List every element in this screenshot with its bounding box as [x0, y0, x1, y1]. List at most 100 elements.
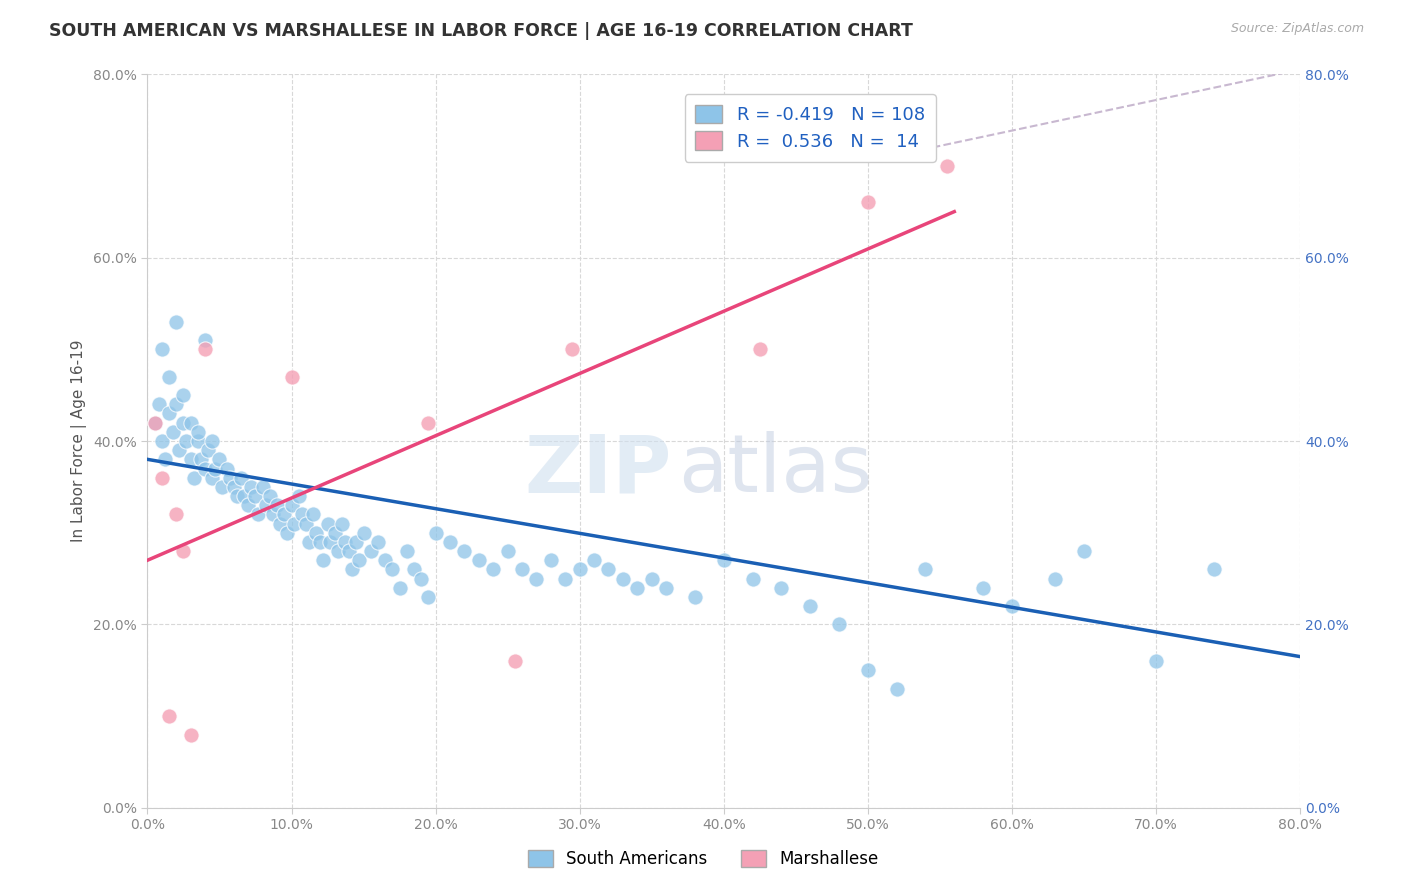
- Point: [165, 508, 187, 522]
- Point: [183, 471, 205, 485]
- Point: [165, 397, 187, 411]
- Point: [439, 535, 461, 549]
- Point: [201, 434, 224, 448]
- Point: [266, 498, 288, 512]
- Point: [143, 416, 166, 430]
- Point: [190, 452, 212, 467]
- Point: [1001, 599, 1024, 614]
- Point: [496, 544, 519, 558]
- Point: [799, 599, 821, 614]
- Point: [540, 553, 562, 567]
- Point: [612, 572, 634, 586]
- Point: [526, 572, 548, 586]
- Point: [326, 544, 349, 558]
- Point: [218, 471, 240, 485]
- Point: [748, 343, 770, 357]
- Point: [330, 516, 353, 531]
- Point: [153, 452, 176, 467]
- Point: [453, 544, 475, 558]
- Point: [280, 369, 302, 384]
- Point: [233, 489, 256, 503]
- Point: [215, 461, 238, 475]
- Point: [641, 572, 664, 586]
- Point: [1144, 654, 1167, 668]
- Point: [176, 434, 198, 448]
- Point: [374, 553, 396, 567]
- Point: [1043, 572, 1066, 586]
- Point: [312, 553, 335, 567]
- Point: [360, 544, 382, 558]
- Point: [201, 471, 224, 485]
- Point: [828, 617, 851, 632]
- Point: [914, 562, 936, 576]
- Point: [245, 489, 267, 503]
- Point: [208, 452, 231, 467]
- Point: [222, 480, 245, 494]
- Point: [367, 535, 389, 549]
- Point: [148, 397, 170, 411]
- Point: [259, 489, 281, 503]
- Point: [180, 416, 202, 430]
- Point: [143, 416, 166, 430]
- Point: [238, 498, 260, 512]
- Text: Source: ZipAtlas.com: Source: ZipAtlas.com: [1230, 22, 1364, 36]
- Point: [273, 508, 295, 522]
- Point: [180, 728, 202, 742]
- Point: [167, 443, 190, 458]
- Point: [262, 508, 284, 522]
- Legend: R = -0.419   N = 108, R =  0.536   N =  14: R = -0.419 N = 108, R = 0.536 N = 14: [685, 94, 936, 161]
- Point: [157, 369, 180, 384]
- Point: [187, 425, 209, 439]
- Point: [388, 581, 411, 595]
- Point: [411, 572, 433, 586]
- Point: [204, 461, 226, 475]
- Legend: South Americans, Marshallese: South Americans, Marshallese: [522, 843, 884, 875]
- Point: [254, 498, 277, 512]
- Text: atlas: atlas: [678, 432, 872, 509]
- Point: [157, 407, 180, 421]
- Point: [561, 343, 583, 357]
- Point: [302, 508, 325, 522]
- Point: [503, 654, 526, 668]
- Point: [269, 516, 291, 531]
- Point: [741, 572, 763, 586]
- Point: [276, 525, 298, 540]
- Point: [225, 489, 247, 503]
- Point: [157, 709, 180, 723]
- Point: [554, 572, 576, 586]
- Point: [240, 480, 263, 494]
- Text: SOUTH AMERICAN VS MARSHALLESE IN LABOR FORCE | AGE 16-19 CORRELATION CHART: SOUTH AMERICAN VS MARSHALLESE IN LABOR F…: [49, 22, 912, 40]
- Point: [194, 461, 217, 475]
- Point: [319, 535, 342, 549]
- Point: [172, 388, 194, 402]
- Point: [194, 343, 217, 357]
- Point: [165, 315, 187, 329]
- Point: [655, 581, 678, 595]
- Point: [291, 508, 314, 522]
- Point: [283, 516, 305, 531]
- Point: [353, 525, 375, 540]
- Point: [211, 480, 233, 494]
- Point: [770, 581, 793, 595]
- Point: [180, 452, 202, 467]
- Point: [194, 333, 217, 347]
- Point: [886, 681, 908, 696]
- Point: [713, 553, 735, 567]
- Text: ZIP: ZIP: [524, 432, 672, 509]
- Point: [295, 516, 318, 531]
- Point: [197, 443, 219, 458]
- Point: [305, 525, 328, 540]
- Point: [381, 562, 404, 576]
- Point: [468, 553, 491, 567]
- Point: [568, 562, 591, 576]
- Point: [418, 590, 440, 604]
- Point: [598, 562, 620, 576]
- Point: [936, 159, 959, 173]
- Point: [229, 471, 252, 485]
- Point: [482, 562, 505, 576]
- Point: [583, 553, 606, 567]
- Point: [395, 544, 418, 558]
- Point: [626, 581, 648, 595]
- Point: [309, 535, 332, 549]
- Point: [1073, 544, 1095, 558]
